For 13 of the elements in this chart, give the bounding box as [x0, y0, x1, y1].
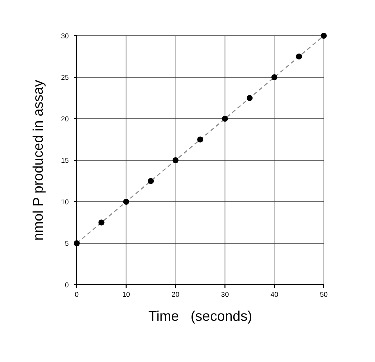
point [148, 178, 154, 184]
point [321, 33, 327, 39]
x-axis-title: Time (seconds) [148, 308, 252, 324]
point [98, 220, 105, 226]
point [296, 54, 302, 60]
point [222, 116, 228, 122]
point [172, 158, 179, 164]
point [123, 199, 130, 205]
y-axis-title: nmol P produced in assay [30, 80, 46, 241]
point [272, 74, 278, 80]
point [246, 95, 253, 102]
point [198, 136, 204, 143]
point [74, 240, 80, 246]
